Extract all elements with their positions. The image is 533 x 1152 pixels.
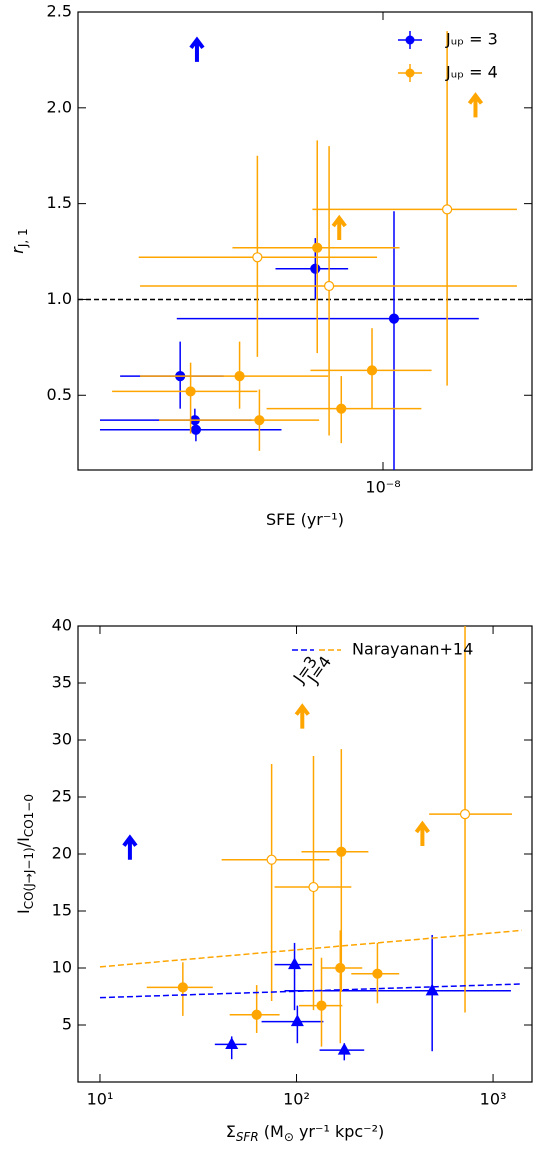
axes-frame [77, 11, 533, 471]
axes-frame [77, 625, 533, 1083]
data-point [459, 808, 471, 820]
label-part: Σ [226, 1122, 236, 1141]
x-tick-label: 10¹ [87, 1090, 114, 1109]
y-axis-label: rJ, 1 [8, 228, 30, 253]
model-line [99, 929, 522, 968]
y-tick-label: 40 [52, 616, 72, 635]
data-point [266, 854, 277, 865]
label-part: SFR [236, 1130, 259, 1144]
lower-limit-arrow [414, 820, 431, 847]
data-point [336, 846, 347, 857]
label-part: /I [14, 837, 33, 847]
y-tick-label: 30 [52, 730, 72, 749]
label-part: (M [259, 1122, 284, 1141]
lower-limit-arrow [467, 92, 484, 118]
data-point [251, 1009, 262, 1020]
data-point [366, 365, 378, 376]
data-point [254, 415, 265, 426]
data-point [372, 968, 383, 979]
data-point [312, 242, 323, 253]
data-point [308, 881, 319, 893]
label-part: ⊙ [284, 1130, 294, 1144]
legend-label: Narayanan+14 [352, 640, 473, 659]
x-tick-label: 10² [283, 1090, 310, 1109]
y-tick-label: 1.0 [47, 289, 72, 308]
legend-marker [405, 68, 415, 78]
y-tick-label: 0.5 [47, 385, 72, 404]
model-line [99, 983, 522, 999]
y-tick-label: 20 [52, 844, 72, 863]
data-point [442, 204, 453, 215]
legend-label: Jᵤₚ = 4 [445, 63, 498, 82]
label-part: yr⁻¹ kpc⁻²) [294, 1122, 384, 1141]
data-point [288, 957, 302, 970]
label-part: SFE (yr⁻¹) [266, 510, 344, 529]
y-tick-label: 25 [52, 787, 72, 806]
x-axis-label: ΣSFR (M⊙ yr⁻¹ kpc⁻²) [226, 1122, 385, 1144]
lower-limit-arrow [189, 36, 205, 62]
x-axis-label: SFE (yr⁻¹) [266, 510, 344, 529]
legend-label: Jᵤₚ = 3 [445, 30, 498, 49]
label-part: I [14, 909, 33, 914]
y-tick-label: 5 [62, 1015, 72, 1034]
data-point [335, 962, 346, 974]
y-tick-label: 1.5 [47, 193, 72, 212]
y-tick-label: 10 [52, 958, 72, 977]
lower-limit-arrow [294, 703, 310, 729]
data-point [190, 424, 202, 435]
y-tick-label: 35 [52, 673, 72, 692]
data-point [336, 403, 347, 414]
label-part: CO1−0 [22, 794, 36, 837]
data-point [310, 263, 321, 274]
label-part: CO(J→J−1) [22, 847, 36, 909]
y-tick-label: 15 [52, 901, 72, 920]
data-point [290, 1014, 304, 1027]
data-point [388, 313, 400, 324]
data-point [177, 982, 188, 993]
lower-limit-arrow [122, 834, 138, 860]
data-point [252, 252, 263, 263]
data-point [323, 280, 335, 292]
data-point [337, 1042, 351, 1055]
data-point [316, 1000, 327, 1011]
y-tick-label: 2.5 [47, 2, 72, 21]
x-tick-label: 10³ [480, 1090, 507, 1109]
x-tick-label: 10⁻⁸ [365, 478, 400, 497]
data-point [185, 386, 196, 397]
lower-limit-arrow [331, 214, 347, 241]
data-point [425, 983, 439, 996]
label-part: J, 1 [16, 228, 30, 248]
y-axis-label: ICO(J→J−1)/ICO1−0 [14, 794, 36, 914]
data-point [234, 371, 245, 382]
y-tick-label: 2.0 [47, 97, 72, 116]
data-point [225, 1037, 239, 1049]
label-part: r [8, 246, 27, 254]
legend-marker [405, 35, 415, 45]
